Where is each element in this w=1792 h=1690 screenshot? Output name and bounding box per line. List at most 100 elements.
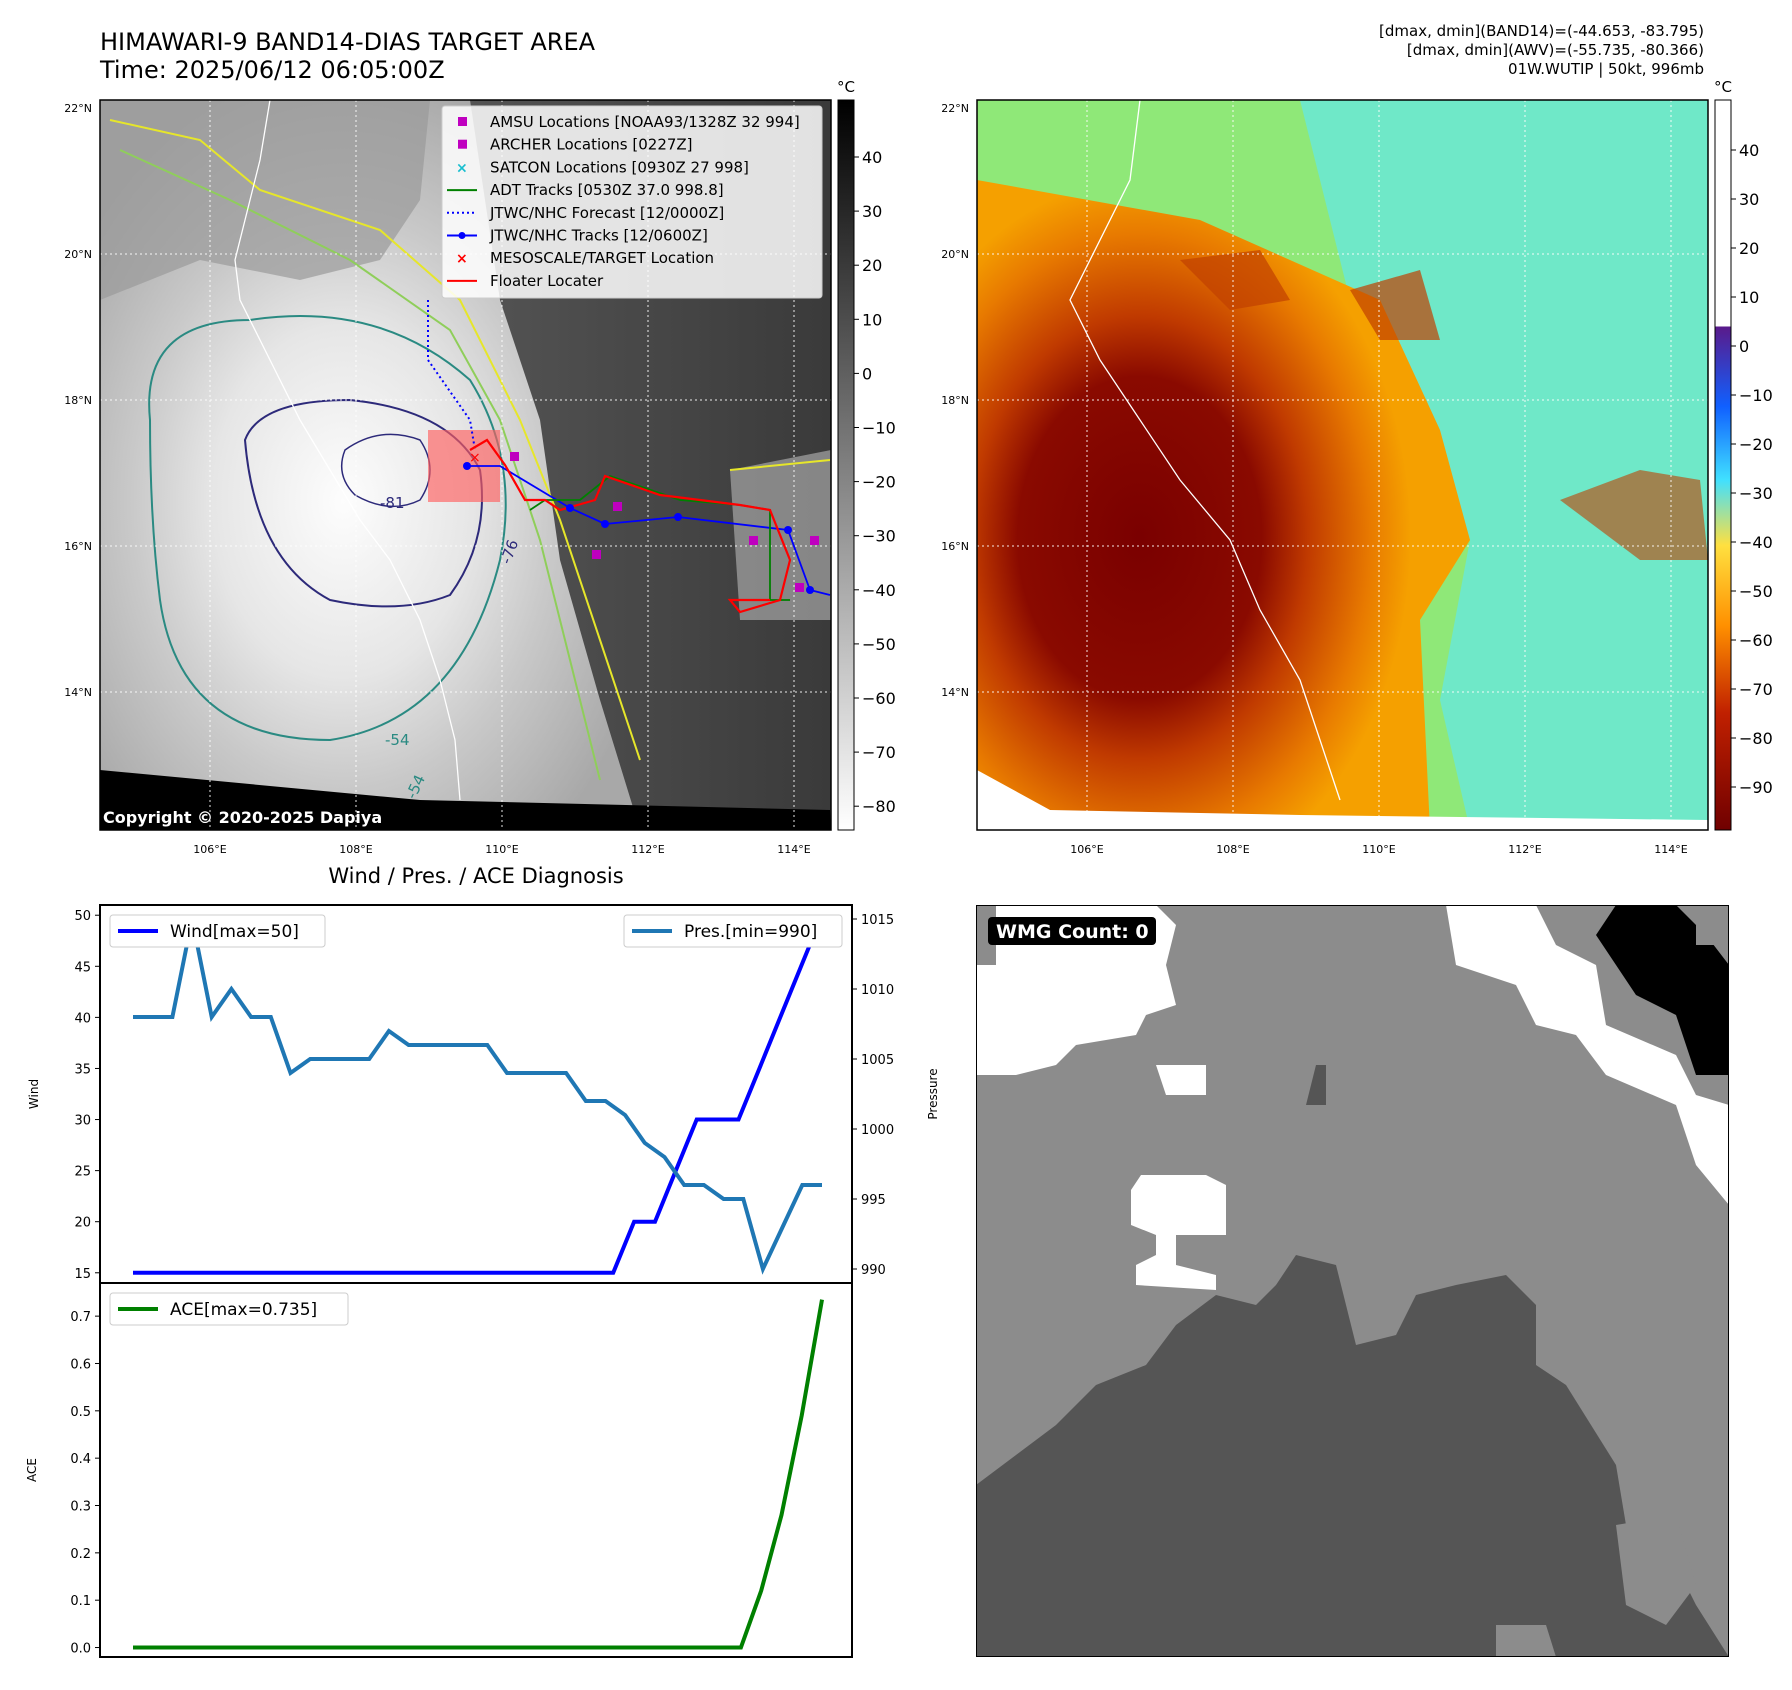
legend-item: JTWC/NHC Forecast [12/0000Z] <box>447 204 724 222</box>
lat-label: 20°N <box>941 248 969 261</box>
ace-tick-label: 0.5 <box>70 1405 91 1420</box>
colorbar-tick-label: −60 <box>862 689 896 708</box>
wind-tick-label: 50 <box>74 909 91 924</box>
right-map-panel: 22°N 20°N 18°N 16°N 14°N 106°E 108°E 110… <box>941 78 1773 856</box>
wind-tick-label: 40 <box>74 1011 91 1026</box>
pressure-axis-label: Pressure <box>926 1068 940 1119</box>
title-line-1: HIMAWARI-9 BAND14-DIAS TARGET AREA <box>100 28 596 56</box>
pressure-tick-label: 1010 <box>861 983 894 998</box>
colorbar-tick-label: −10 <box>862 419 896 438</box>
legend-marker <box>458 117 467 126</box>
ace-axes <box>99 1282 853 1658</box>
right-colorbar <box>1714 99 1732 831</box>
contour-label-54a: -54 <box>385 731 410 749</box>
right-colorbar-ticks: 40 30 20 10 0 −10 −20 −30 −40 −50 −60 −70 −80 −90 <box>1731 141 1773 797</box>
diagnosis-chart: 15 20 25 30 35 40 45 50 990 995 1000 1005 1010 1015 Wi… <box>25 904 940 1658</box>
legend-item: JTWC/NHC Tracks [12/0600Z] <box>447 227 708 245</box>
left-colorbar-unit: °C <box>837 78 855 96</box>
lon-label: 114°E <box>777 843 810 856</box>
colorbar-tick-label: 40 <box>862 148 882 167</box>
series-line-left <box>133 914 824 1275</box>
legend-label: ADT Tracks [0530Z 37.0 998.8] <box>490 181 724 199</box>
legend-label: ARCHER Locations [0227Z] <box>490 136 693 154</box>
lat-label: 18°N <box>941 394 969 407</box>
contour-label-81: -81 <box>380 494 405 512</box>
ace-tick-label: 0.0 <box>70 1642 91 1657</box>
legend-marker: × <box>456 251 468 267</box>
legend-label: MESOSCALE/TARGET Location <box>490 249 714 267</box>
left-map-title: HIMAWARI-9 BAND14-DIAS TARGET AREA Time:… <box>100 28 595 84</box>
lat-label: 14°N <box>941 686 969 699</box>
wind-tick-label: 15 <box>74 1267 91 1282</box>
wind-pressure-axes <box>99 904 853 1284</box>
legend-marker <box>458 232 466 239</box>
lon-label: 114°E <box>1654 843 1687 856</box>
right-colorbar-unit: °C <box>1714 78 1732 96</box>
colorbar-tick-label: 40 <box>1739 141 1759 160</box>
colorbar-tick-label: −90 <box>1739 778 1773 797</box>
colorbar-tick-label: −40 <box>1739 533 1773 552</box>
left-map-legend: AMSU Locations [NOAA93/1328Z 32 994] ARCH… <box>441 105 823 299</box>
info-line-3: 01W.WUTIP | 50kt, 996mb <box>1508 60 1704 78</box>
wind-tick-label: 30 <box>74 1114 91 1129</box>
lon-label: 106°E <box>1070 843 1103 856</box>
legend-label: AMSU Locations [NOAA93/1328Z 32 994] <box>490 113 800 131</box>
legend-label: SATCON Locations [0930Z 27 998] <box>490 158 749 176</box>
legend-item: Floater Locater <box>447 272 604 290</box>
ace-tick-label: 0.4 <box>70 1452 91 1467</box>
colorbar-tick-label: −60 <box>1739 631 1773 650</box>
ace-tick-label: 0.7 <box>70 1310 91 1325</box>
pressure-legend-label: Pres.[min=990] <box>684 922 817 942</box>
ace-legend-label: ACE[max=0.735] <box>170 1300 317 1320</box>
colorbar-tick-label: 0 <box>862 364 872 383</box>
ace-tick-label: 0.1 <box>70 1594 91 1609</box>
colorbar-tick-label: −50 <box>862 635 896 654</box>
wind-axis-label: Wind <box>27 1079 41 1109</box>
wind-tick-label: 25 <box>74 1165 91 1180</box>
colorbar-tick-label: 10 <box>862 310 882 329</box>
legend-label: Floater Locater <box>490 272 604 290</box>
legend-item: ARCHER Locations [0227Z] <box>458 136 693 154</box>
colorbar-tick-label: −20 <box>1739 435 1773 454</box>
colorbar-tick-label: −10 <box>1739 386 1773 405</box>
colorbar-tick-label: 20 <box>1739 239 1759 258</box>
lat-label: 18°N <box>64 394 92 407</box>
lon-label: 108°E <box>339 843 372 856</box>
ace-tick-label: 0.2 <box>70 1547 91 1562</box>
series-line-right <box>133 918 822 1275</box>
colorbar-tick-label: −70 <box>1739 680 1773 699</box>
legend-item: AMSU Locations [NOAA93/1328Z 32 994] <box>458 113 800 131</box>
pressure-tick-label: 1015 <box>861 913 894 928</box>
lon-label: 112°E <box>1508 843 1541 856</box>
wmg-count-label: WMG Count: 0 <box>996 921 1149 943</box>
colorbar-tick-label: 30 <box>862 202 882 221</box>
colorbar-tick-label: −40 <box>862 581 896 600</box>
wind-tick-label: 35 <box>74 1062 91 1077</box>
svg-text:×: × <box>469 450 481 466</box>
right-map-imagery <box>977 100 1708 830</box>
lon-label: 110°E <box>1362 843 1395 856</box>
colorbar-tick-label: −20 <box>862 473 896 492</box>
info-line-2: [dmax, dmin](AWV)=(-55.735, -80.366) <box>1406 41 1704 59</box>
lon-label: 110°E <box>485 843 518 856</box>
lon-label: 106°E <box>193 843 226 856</box>
copyright-text: Copyright © 2020-2025 Dapiya <box>103 808 382 827</box>
pressure-tick-label: 990 <box>861 1263 886 1278</box>
colorbar-tick-label: −70 <box>862 743 896 762</box>
left-colorbar-ticks: 40 30 20 10 0 −10 −20 −30 −40 −50 −60 −70 −80 <box>854 148 896 816</box>
colorbar-tick-label: 10 <box>1739 288 1759 307</box>
lat-label: 16°N <box>64 540 92 553</box>
legend-marker: × <box>456 160 468 176</box>
ace-axis-label: ACE <box>25 1458 39 1482</box>
colorbar-tick-label: −30 <box>862 527 896 546</box>
pressure-tick-label: 1000 <box>861 1123 894 1138</box>
info-line-1: [dmax, dmin](BAND14)=(-44.653, -83.795) <box>1379 22 1704 40</box>
colorbar-tick-label: 20 <box>862 256 882 275</box>
colorbar-tick-label: −80 <box>862 797 896 816</box>
lat-label: 14°N <box>64 686 92 699</box>
left-colorbar <box>837 99 855 831</box>
ace-tick-label: 0.3 <box>70 1500 91 1515</box>
title-line-2: Time: 2025/06/12 06:05:00Z <box>100 56 445 84</box>
lon-label: 112°E <box>631 843 664 856</box>
legend-item: × SATCON Locations [0930Z 27 998] <box>456 158 749 176</box>
